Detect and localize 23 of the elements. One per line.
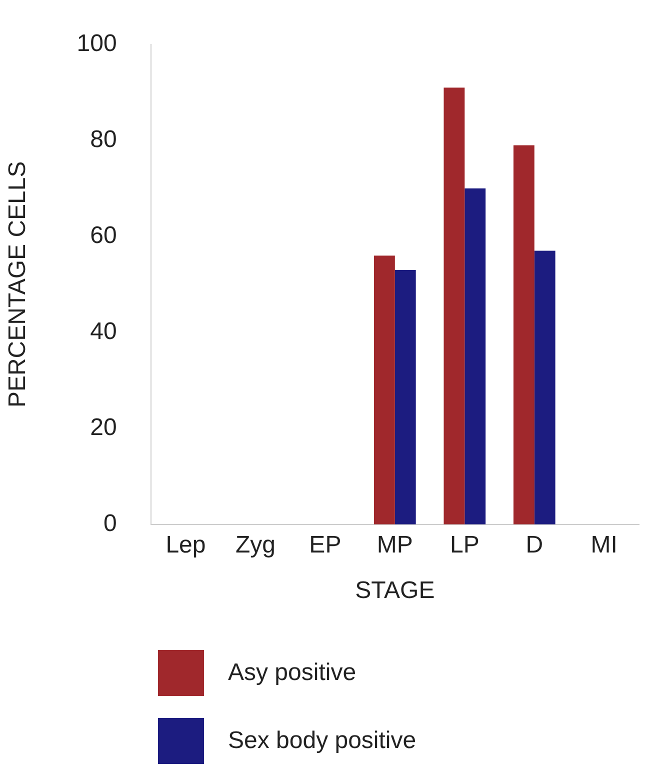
bar [513, 145, 534, 524]
y-tick-label: 40 [90, 318, 117, 346]
x-tick-label: Lep [166, 531, 206, 558]
x-tick-label: EP [309, 531, 342, 558]
bar [444, 88, 465, 524]
bar [464, 188, 486, 524]
x-tick-label: LP [450, 531, 480, 558]
bar [394, 270, 416, 524]
legend-label: Asy positive [228, 659, 356, 687]
x-tick-label: MI [590, 531, 618, 558]
bar [374, 256, 395, 524]
x-tick-label: Zyg [235, 531, 276, 558]
y-tick-label: 0 [103, 510, 117, 538]
y-tick-label: 60 [90, 222, 117, 250]
x-tick-label: MP [376, 531, 413, 558]
y-tick-label: 20 [90, 414, 117, 442]
x-axis-title: STAGE [355, 577, 435, 604]
x-tick-label: D [526, 531, 544, 558]
y-tick-label: 80 [90, 126, 117, 154]
bar [534, 250, 556, 524]
legend-label: Sex body positive [228, 727, 416, 755]
y-axis-title: PERCENTAGE CELLS [4, 161, 32, 408]
y-tick-label: 100 [76, 30, 117, 58]
